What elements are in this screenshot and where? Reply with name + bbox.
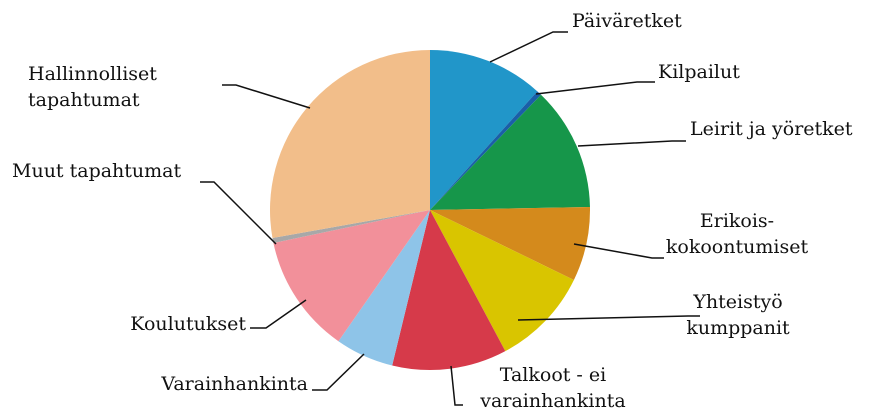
pie-slice [430, 91, 541, 210]
pie-slice [272, 210, 430, 243]
slice-label: Talkoot - ei varainhankinta [479, 364, 625, 410]
label-line: tapahtumat [28, 89, 140, 111]
pie-slice [273, 210, 430, 342]
slice-label: Hallinnolliset tapahtumat [28, 63, 157, 111]
pie-slice [430, 206, 590, 280]
label-line: Erikois- [700, 210, 774, 232]
label-line: Päiväretket [572, 10, 682, 32]
label-line: kokoontumiset [666, 236, 809, 258]
leader-line [200, 181, 277, 245]
slice-label: Erikois-kokoontumiset [666, 210, 809, 258]
slice-label: Leirit ja yöretket [690, 118, 853, 140]
slice-label: Yhteistyö kumppanit [686, 291, 790, 339]
pie-slice [430, 50, 538, 210]
label-line: Talkoot - ei [500, 364, 606, 386]
leader-line [450, 365, 463, 406]
label-line: Muut tapahtumat [12, 160, 182, 182]
pie-slice [270, 50, 430, 239]
slice-label: Koulutukset [130, 313, 246, 335]
leader-line [312, 353, 365, 391]
label-line: kumppanit [686, 317, 790, 339]
label-line: Kilpailut [658, 61, 740, 83]
label-line: Hallinnolliset [28, 63, 157, 85]
pie-slice [392, 210, 506, 371]
leader-line [489, 31, 568, 63]
pie-slice [430, 94, 590, 210]
label-line: varainhankinta [479, 390, 625, 410]
leader-line [517, 315, 700, 321]
pie-slice [430, 210, 574, 352]
leader-line [222, 84, 311, 109]
slice-label: Varainhankinta [160, 373, 308, 395]
leader-line [535, 81, 655, 95]
leader-line [573, 243, 664, 259]
label-line: Yhteistyö [692, 291, 782, 313]
label-line: Leirit ja yöretket [690, 118, 853, 140]
label-line: Varainhankinta [160, 373, 308, 395]
slice-label: Muut tapahtumat [12, 160, 182, 182]
slice-label: Päiväretket [572, 10, 682, 32]
leader-line [577, 140, 686, 147]
slice-label: Kilpailut [658, 61, 740, 83]
label-line: Koulutukset [130, 313, 246, 335]
pie-slice [338, 210, 430, 366]
leader-line [250, 299, 307, 329]
